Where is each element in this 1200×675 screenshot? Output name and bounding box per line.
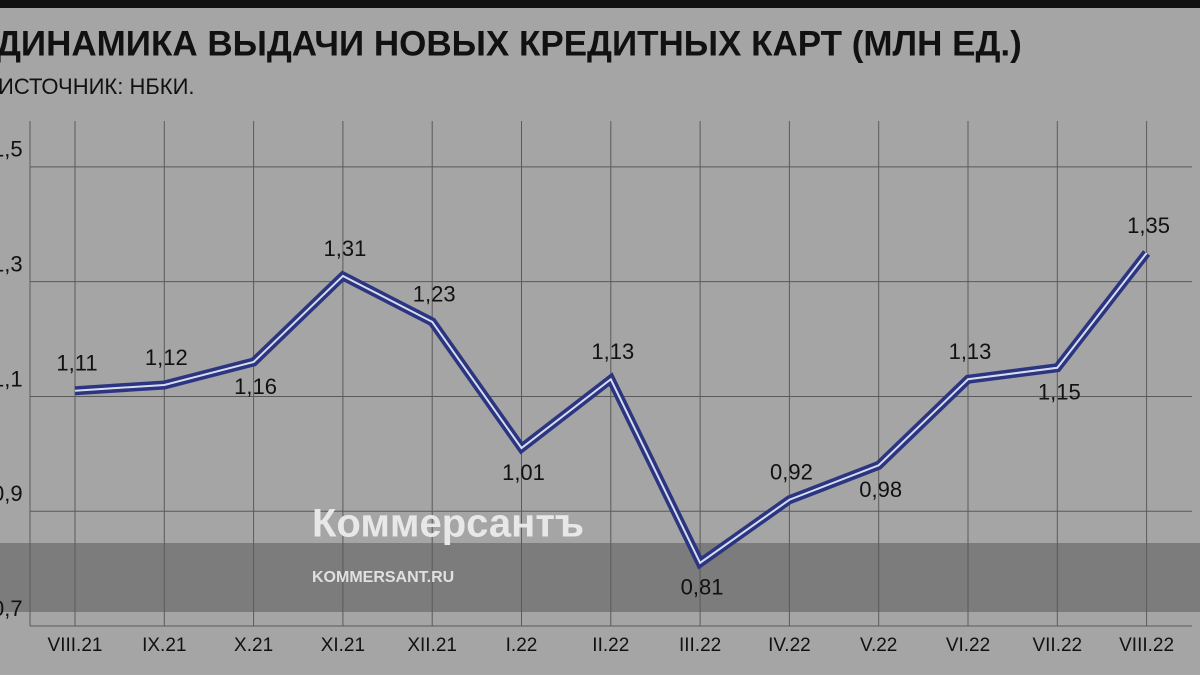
data-label: 1,13 bbox=[591, 339, 634, 364]
watermark-band bbox=[0, 543, 1200, 612]
y-tick-label: 1,5 bbox=[0, 137, 23, 162]
x-tick-label: XII.21 bbox=[407, 635, 457, 656]
y-tick-label: 0,7 bbox=[0, 596, 23, 621]
data-label: 0,81 bbox=[681, 575, 724, 600]
chart-subtitle: ИСТОЧНИК: НБКИ. bbox=[0, 74, 195, 99]
y-tick-label: 0,9 bbox=[0, 481, 23, 506]
data-label: 1,12 bbox=[145, 345, 188, 370]
x-tick-label: VI.22 bbox=[946, 635, 990, 656]
data-label: 1,23 bbox=[413, 282, 456, 307]
data-label: 0,92 bbox=[770, 460, 813, 485]
y-tick-label: 1,1 bbox=[0, 366, 23, 391]
plot: 1,5 1,3 1,1 0,9 0,7 VIII.21 IX.21 X.21 XI.21 XII.… bbox=[0, 121, 1192, 656]
x-tick-label: VIII.21 bbox=[48, 635, 103, 656]
data-label: 1,13 bbox=[949, 339, 992, 364]
x-tick-label: II.22 bbox=[592, 635, 629, 656]
x-tick-label: VII.22 bbox=[1032, 635, 1082, 656]
watermark-url: KOMMERSANT.RU bbox=[312, 569, 454, 586]
chart-title: ДИНАМИКА ВЫДАЧИ НОВЫХ КРЕДИТНЫХ КАРТ (МЛ… bbox=[0, 24, 1022, 63]
x-tick-label: VIII.22 bbox=[1119, 635, 1174, 656]
top-bar bbox=[0, 0, 1200, 8]
data-label: 1,15 bbox=[1038, 380, 1081, 405]
watermark-logo: Коммерсантъ bbox=[312, 502, 584, 546]
x-tick-label: X.21 bbox=[234, 635, 273, 656]
x-tick-label: IX.21 bbox=[142, 635, 186, 656]
y-tick-label: 1,3 bbox=[0, 251, 23, 276]
x-tick-label: IV.22 bbox=[768, 635, 811, 656]
series-line-highlight bbox=[74, 252, 1148, 565]
x-tick-label: XI.21 bbox=[321, 635, 365, 656]
x-tick-label: I.22 bbox=[506, 635, 538, 656]
x-tick-label: III.22 bbox=[679, 635, 721, 656]
data-label: 1,16 bbox=[234, 374, 277, 399]
data-label: 0,98 bbox=[859, 477, 902, 502]
data-label: 1,11 bbox=[56, 351, 97, 376]
data-label: 1,35 bbox=[1127, 213, 1170, 238]
data-label: 1,31 bbox=[323, 236, 366, 261]
data-label: 1,01 bbox=[502, 460, 545, 485]
x-tick-label: V.22 bbox=[860, 635, 897, 656]
